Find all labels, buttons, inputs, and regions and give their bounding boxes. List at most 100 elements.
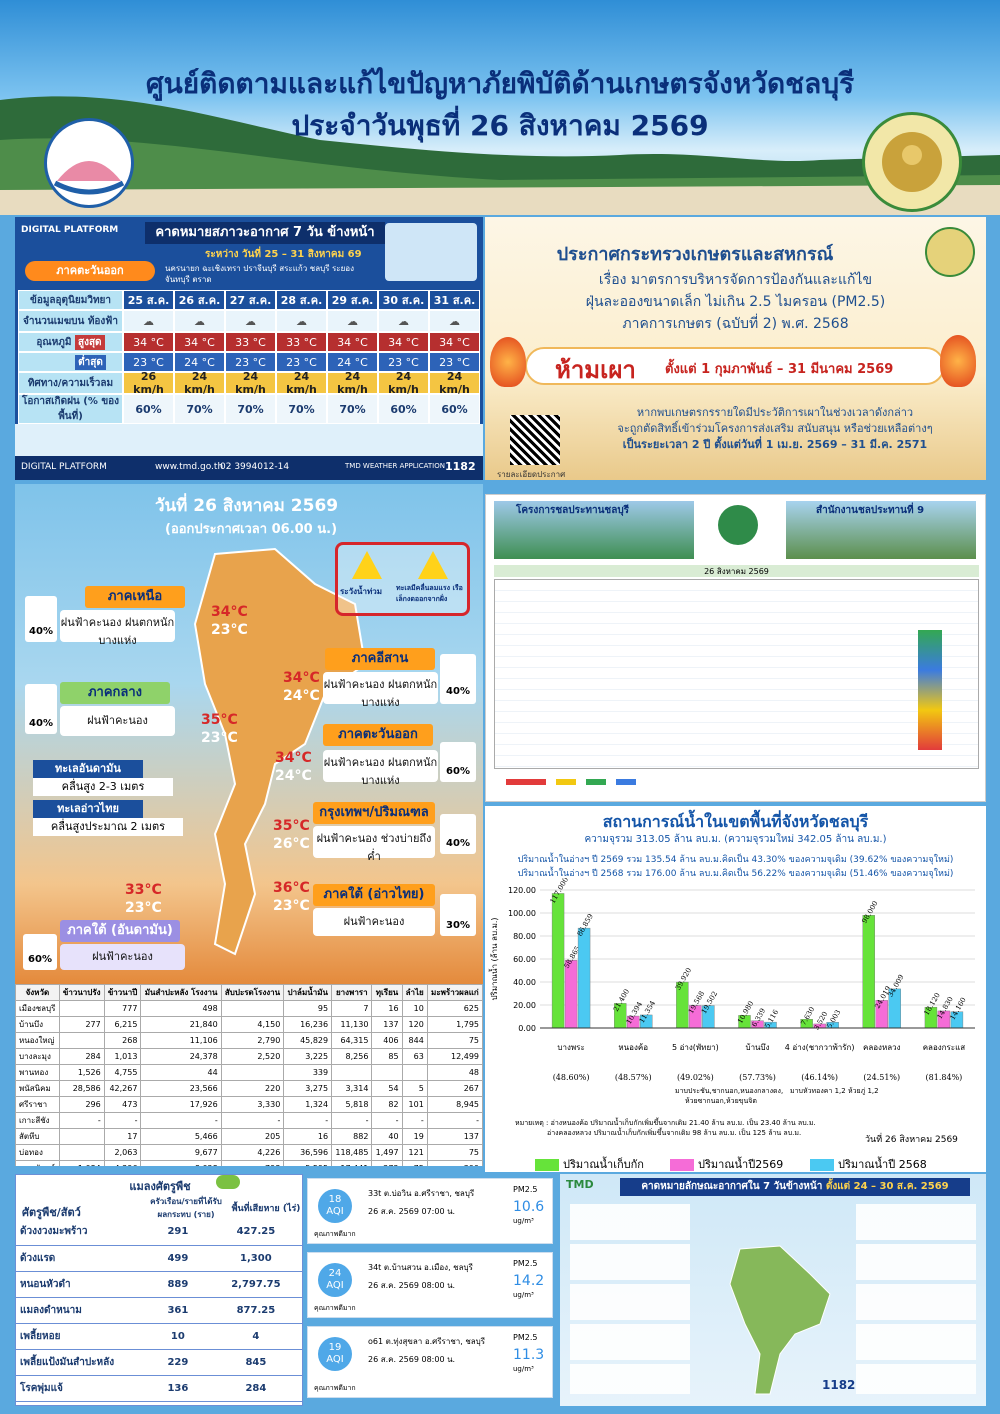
reservoir-project: โครงการชลประทานชลบุรี (516, 505, 630, 516)
day-5: 29 ส.ค. (327, 290, 378, 310)
prod-cell: 8,256 (331, 1048, 373, 1065)
forecast-region: ภาคตะวันออก (25, 261, 155, 281)
weekly-thailand-map (729, 1245, 831, 1395)
tmd-logo: TMD (566, 1178, 594, 1191)
ban-period: ตั้งแต่ 1 กุมภาพันธ์ – 31 มีนาคม 2569 (665, 362, 894, 377)
region-east-min: 24°C (275, 768, 312, 784)
region-north-name: ภาคเหนือ (85, 586, 185, 608)
aqi-badge: 18 AQI (318, 1189, 352, 1223)
min-temp: 23 °C (276, 352, 327, 372)
prod-cell: 4,396 (103, 1160, 142, 1166)
prod-cell: 64,315 (331, 1032, 373, 1049)
aqi-unit: AQI (326, 1206, 344, 1217)
pct-label: (48.57%) (615, 1073, 652, 1082)
day-3: 27 ส.ค. (225, 290, 276, 310)
weekly-title: คาดหมายลักษณะอากาศใน 7 วันข้างหน้า (641, 1181, 823, 1192)
y-tick-label: 20.00 (513, 1001, 536, 1010)
footer-hotline: 1182 (445, 460, 476, 473)
cloud-icon: ☁ (276, 310, 327, 332)
min-temp: 23 °C (225, 352, 276, 372)
rain-chance: 60% (123, 394, 174, 424)
pm-label: PM2.5 (513, 1259, 538, 1268)
day-4: 28 ส.ค. (276, 290, 327, 310)
prod-cell: 75 (426, 1032, 483, 1049)
map-date: วันที่ 26 สิงหาคม 2569 (155, 496, 339, 516)
ban-text: ห้ามเผา (555, 356, 636, 384)
prod-cell: 3,330 (220, 1096, 285, 1113)
x-tick-label: คลองกระแส (923, 1043, 966, 1052)
footer-brand: DIGITAL PLATFORM (21, 462, 107, 472)
aqi-value: 19 (328, 1342, 342, 1353)
rain-chance: 70% (276, 394, 327, 424)
region-central-max: 35°C (201, 712, 238, 728)
prod-cell: 48 (426, 1064, 483, 1081)
digital-platform-logo: DIGITAL PLATFORM (21, 225, 119, 235)
prod-cell: พานทอง (15, 1064, 60, 1081)
footer-web: www.tmd.go.th (155, 462, 224, 472)
prod-cell: 121 (401, 1144, 428, 1161)
warning-box: ระวังน้ำท่วม ทะเลมีคลื่นลมแรง เรือเล็กงด… (335, 542, 470, 616)
prod-cell: 268 (103, 1032, 142, 1049)
pest-row: เพลี้ยหอย 10 4 (16, 1323, 302, 1350)
pest-cell: 877.25 (209, 1297, 302, 1324)
qr-label: รายละเอียดประกาศ (497, 470, 566, 479)
pests-table: ด้วงงวงมะพร้าว 291 427.25 ด้วงแรด 499 1,300 หน… (16, 1219, 302, 1405)
region-central-min: 23°C (201, 730, 238, 746)
prod-cell: 3,225 (283, 1048, 333, 1065)
capacity-color-column (918, 630, 942, 750)
pm-unit: ug/m³ (513, 1217, 534, 1225)
min-temp: 23 °C (429, 352, 480, 372)
pest-row: เพลี้ยแป้งมันสำปะหลัง 229 845 (16, 1349, 302, 1376)
aqi-time: 26 ส.ค. 2569 07:00 น. (368, 1207, 456, 1216)
fire-icon (490, 337, 526, 387)
pest-cell: 845 (209, 1349, 302, 1376)
forecast-footer: DIGITAL PLATFORM www.tmd.go.th 02 399401… (15, 456, 483, 480)
wind-speed: 24 km/h (378, 370, 429, 396)
prod-cell: 85 (371, 1048, 403, 1065)
production-table: จังหวัด ข้าวนาปรัง ข้าวนาปี มันสำปะหลัง โรง… (15, 984, 483, 1166)
wind-speed: 24 km/h (174, 370, 225, 396)
cloud-icon: ☁ (327, 310, 378, 332)
warn-flood: ระวังน้ำท่วม (340, 587, 382, 596)
x-tick-label: หนองค้อ (618, 1043, 648, 1052)
x-tick-label: คลองหลวง (863, 1043, 901, 1052)
water-legend: ปริมาณน้ำเก็บกัก ปริมาณน้ำปี2569 ปริมาณน… (485, 1152, 986, 1172)
y-tick-label: 80.00 (513, 932, 536, 941)
prod-cell: 45,829 (283, 1032, 333, 1049)
aqi-card-1: 18 AQI 33t ต.บ่อวิน อ.ศรีราชา, ชลบุรี 26 … (307, 1178, 553, 1244)
pest-cell: 1,300 (209, 1245, 302, 1272)
reservoir-office: สำนักงานชลประทานที่ 9 (816, 505, 925, 516)
rain-chance: 60% (378, 394, 429, 424)
min-temp: 23 °C (123, 352, 174, 372)
announce-line1: เรื่อง มาตรการบริหารจัดการป้องกันและแก้ไ… (598, 272, 873, 288)
prod-cell: 28,586 (58, 1080, 105, 1097)
temp-label: อุณหภูมิ (36, 336, 72, 348)
prod-cell (220, 1064, 285, 1081)
max-temp: 33 °C (225, 332, 276, 352)
qr-code[interactable] (510, 415, 560, 465)
prod-cell: 82 (371, 1096, 403, 1113)
reservoir-panel: โครงการชลประทานชลบุรี สำนักงานชลประทานที… (485, 494, 986, 802)
pests-title: แมลงศัตรูพืช (129, 1180, 191, 1193)
prod-cell: 844 (401, 1032, 428, 1049)
prod-cell: 4,226 (220, 1144, 285, 1161)
pm-value: 14.2 (513, 1273, 545, 1289)
pest-cell: 55,965 (209, 1401, 302, 1405)
pests-panel: แมลงศัตรูพืช ศัตรูพืช/สัตว์ ครัวเรือน/รา… (15, 1174, 303, 1406)
min-temp: 24 °C (174, 352, 225, 372)
prod-header: มะพร้าวผลแก่ (426, 984, 483, 1001)
region-bangkok-min: 26°C (273, 836, 310, 852)
region-north-desc: ฝนฟ้าคะนอง ฝนตกหนักบางแห่ง (60, 610, 175, 647)
weekly-left-boxes (570, 1204, 690, 1394)
prod-cell: บ่อทอง (15, 1144, 60, 1161)
min-temp-row: ต่ำสุด 23 °C 24 °C 23 °C 23 °C 24 °C 23 … (18, 352, 480, 372)
ministry-agriculture-seal (862, 112, 962, 212)
prod-cell: บางละมุง (15, 1048, 60, 1065)
aqi-quality: คุณภาพดีมาก (314, 1384, 356, 1392)
aqi-badge: 24 AQI (318, 1263, 352, 1297)
prod-cell: 5,466 (140, 1128, 222, 1145)
caterpillar-icon (216, 1175, 240, 1189)
x-sub-1b: ห้วยซากนอก,ห้วยขุนจิต (685, 1097, 757, 1105)
rain-row: โอกาสเกิดฝน (% ของพื้นที่) 60% 70% 70% 7… (18, 394, 480, 424)
prod-cell: - (331, 1112, 373, 1129)
